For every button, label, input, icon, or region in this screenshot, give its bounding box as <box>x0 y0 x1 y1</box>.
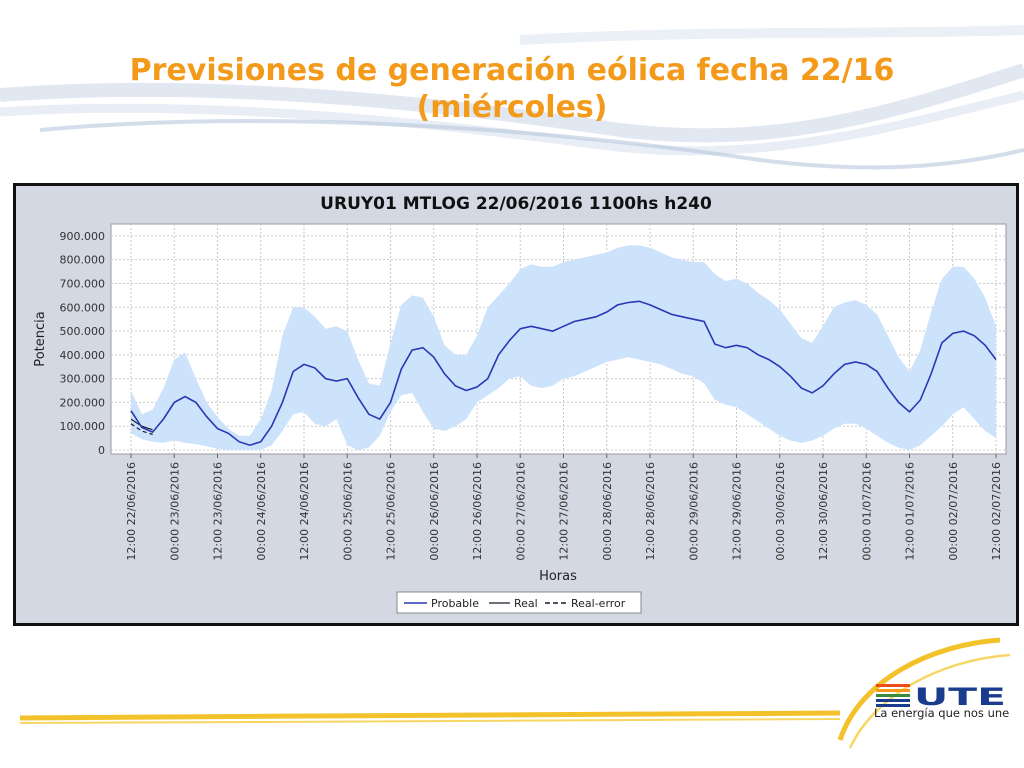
series-line-probable <box>130 300 997 447</box>
slide-title: Previsiones de generación eólica fecha 2… <box>60 52 964 126</box>
ute-logo-icon: UTE <box>876 683 1006 711</box>
legend-box <box>396 591 642 614</box>
x-tick-label: 00:00 28/06/2016 <box>601 462 614 561</box>
x-tick-label: 12:00 23/06/2016 <box>212 462 225 561</box>
logo-name: UTE <box>914 683 1006 708</box>
y-tick-label: 500.000 <box>60 325 106 338</box>
x-tick-label: 00:00 23/06/2016 <box>168 462 181 561</box>
background-swoosh <box>0 25 1024 170</box>
x-tick-label: 00:00 02/07/2016 <box>947 462 960 561</box>
y-axis-label: Potencia <box>33 311 48 366</box>
y-tick-label: 300.000 <box>60 373 106 386</box>
y-tick-label: 800.000 <box>60 254 106 267</box>
logo-tagline: La energía que nos une <box>874 706 1010 720</box>
legend: Probable Real Real-error <box>396 591 642 614</box>
chart-title: URUY01 MTLOG 22/06/2016 1100hs h240 <box>320 194 712 214</box>
slide-title-line1: Previsiones de generación eólica fecha 2… <box>129 53 895 88</box>
x-tick-label: 12:00 27/06/2016 <box>558 462 571 561</box>
y-tick-label: 900.000 <box>60 230 106 243</box>
x-tick-label: 00:00 01/07/2016 <box>860 462 873 561</box>
y-tick-label: 100.000 <box>60 420 106 433</box>
chart-panel: URUY01 MTLOG 22/06/2016 1100hs h240 0 100… <box>13 183 1019 626</box>
y-tick-label: 700.000 <box>60 277 106 290</box>
y-tick-label: 200.000 <box>60 396 106 409</box>
x-axis-ticks: 12:00 22/06/2016 00:00 23/06/2016 12:00 23… <box>125 454 1003 561</box>
footer-decoration <box>19 637 1011 749</box>
x-tick-label: 12:00 25/06/2016 <box>385 462 398 561</box>
forecast-error-band <box>131 245 996 450</box>
x-tick-label: 12:00 28/06/2016 <box>644 462 657 561</box>
x-tick-label: 00:00 27/06/2016 <box>514 462 527 561</box>
legend-label-real: Real <box>514 597 538 610</box>
x-tick-label: 12:00 02/07/2016 <box>990 462 1003 561</box>
x-tick-label: 00:00 24/06/2016 <box>255 462 268 561</box>
company-logo: UTE La energía que nos une <box>874 682 1014 742</box>
logo-stripes <box>876 684 910 707</box>
x-tick-label: 00:00 29/06/2016 <box>687 462 700 561</box>
x-tick-label: 12:00 29/06/2016 <box>731 462 744 561</box>
y-axis-ticks: 0 100.000 200.000 300.000 400.000 500.000 600.… <box>60 230 106 457</box>
x-tick-label: 00:00 30/06/2016 <box>774 462 787 561</box>
forecast-chart: URUY01 MTLOG 22/06/2016 1100hs h240 0 100… <box>33 194 1007 614</box>
y-tick-label: 0 <box>98 444 105 457</box>
legend-label-real-error: Real-error <box>571 597 626 610</box>
x-tick-label: 12:00 22/06/2016 <box>125 462 138 561</box>
x-tick-label: 12:00 24/06/2016 <box>298 462 311 561</box>
x-axis-label: Horas <box>539 569 577 584</box>
x-tick-label: 12:00 26/06/2016 <box>471 462 484 561</box>
y-tick-label: 600.000 <box>60 301 106 314</box>
legend-label-probable: Probable <box>431 597 479 610</box>
y-tick-label: 400.000 <box>60 349 106 362</box>
x-tick-label: 00:00 26/06/2016 <box>428 462 441 561</box>
slide-title-line2: (miércoles) <box>416 90 608 125</box>
x-tick-label: 00:00 25/06/2016 <box>341 462 354 561</box>
x-tick-label: 12:00 01/07/2016 <box>904 462 917 561</box>
x-tick-label: 12:00 30/06/2016 <box>817 462 830 561</box>
